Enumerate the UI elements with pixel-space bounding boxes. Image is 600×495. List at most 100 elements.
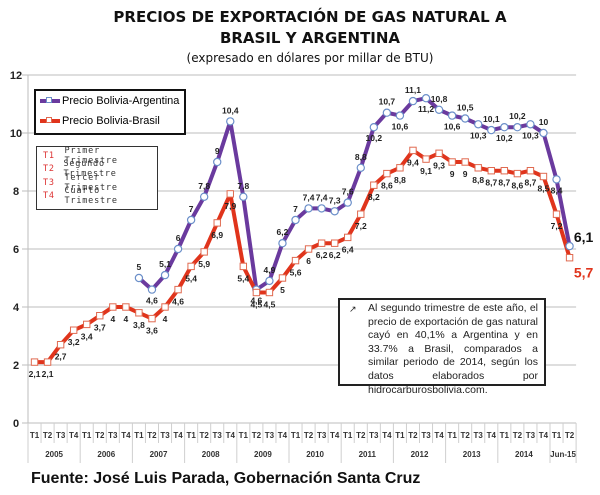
chart-subtitle: (expresado en dólares por millar de BTU) xyxy=(186,51,434,65)
data-label-brasil: 4,6 xyxy=(172,297,184,307)
x-tick-label: T3 xyxy=(108,431,118,440)
data-label-argentina: 10 xyxy=(539,117,549,127)
data-label-brasil: 5,9 xyxy=(198,259,210,269)
data-label-brasil: 5,4 xyxy=(185,273,197,283)
data-label-brasil: 3,7 xyxy=(94,323,106,333)
data-point-brasil xyxy=(291,256,300,265)
data-label-brasil: 9,3 xyxy=(433,160,445,170)
data-label-argentina: 7,8 xyxy=(198,181,210,191)
year-label: 2006 xyxy=(97,450,115,459)
data-point-brasil xyxy=(109,303,117,311)
data-label-argentina: 10,8 xyxy=(431,94,448,104)
x-tick-label: T4 xyxy=(434,431,444,440)
data-point-brasil xyxy=(56,341,65,349)
data-point-argentina xyxy=(186,215,196,225)
data-point-argentina xyxy=(369,122,379,132)
data-point-argentina xyxy=(173,244,183,254)
data-label-brasil: 4,5 xyxy=(250,300,262,310)
x-tick-label: T1 xyxy=(395,431,405,440)
data-label-brasil: 9,4 xyxy=(407,157,419,167)
legend: Precio Bolivia-Argentina Precio Bolivia-… xyxy=(34,89,186,135)
data-point-argentina xyxy=(408,96,418,106)
x-tick-label: T4 xyxy=(382,431,392,440)
data-label-argentina: 10,4 xyxy=(222,105,239,115)
data-point-brasil xyxy=(30,358,39,366)
data-label-brasil: 4 xyxy=(124,314,129,324)
data-label-brasil: 7,2 xyxy=(551,221,563,231)
data-point-brasil xyxy=(148,314,156,323)
x-tick-label: T1 xyxy=(239,431,249,440)
x-tick-label: T3 xyxy=(369,431,379,440)
data-point-argentina xyxy=(565,241,574,251)
x-tick-label: T2 xyxy=(408,431,418,440)
x-tick-label: T2 xyxy=(252,431,262,440)
quarter-code: T1 xyxy=(43,150,55,161)
data-label-brasil: 2,7 xyxy=(55,352,67,362)
data-label-brasil: 8,5 xyxy=(538,184,550,194)
data-label-argentina: 10,7 xyxy=(379,97,396,107)
x-tick-label: T4 xyxy=(487,431,497,440)
x-tick-label: T3 xyxy=(160,431,170,440)
data-point-brasil xyxy=(200,248,208,256)
x-axis: T1 T2 T3 T4 T1 T2 T3 T4 T1 T2 T3 T4 T1 T2 T3 T4 T1 T2 T3 T4… xyxy=(27,423,577,463)
data-point-argentina xyxy=(291,215,300,225)
data-point-brasil xyxy=(265,288,274,297)
data-label-brasil: 6,2 xyxy=(316,250,328,260)
quarter-legend-item: T2 Segundo Trimestre xyxy=(37,159,157,179)
data-label-argentina: 7,3 xyxy=(329,195,341,205)
data-label-argentina: 7,4 xyxy=(316,192,328,202)
data-label-argentina: 7,6 xyxy=(342,187,354,197)
year-label: 2009 xyxy=(254,450,272,459)
data-label-argentina: 7 xyxy=(293,204,298,214)
year-label: 2013 xyxy=(463,450,481,459)
x-tick-label: T4 xyxy=(121,431,131,440)
x-tick-label: T3 xyxy=(526,431,536,440)
x-tick-label: T2 xyxy=(304,431,314,440)
data-point-brasil xyxy=(330,239,339,247)
x-tick-label: T4 xyxy=(539,431,549,440)
data-label-argentina: 10,5 xyxy=(457,103,474,113)
data-point-brasil xyxy=(461,158,469,166)
data-label-argentina: 11,2 xyxy=(418,104,434,114)
year-label: 2011 xyxy=(359,450,377,459)
x-tick-label: T4 xyxy=(226,431,236,440)
data-label-argentina: 10,6 xyxy=(392,122,409,132)
data-label-brasil: 4,5 xyxy=(264,300,276,310)
data-point-brasil xyxy=(161,303,169,311)
data-point-brasil xyxy=(539,172,548,181)
series-line-argentina xyxy=(137,96,572,292)
data-point-argentina xyxy=(343,198,352,207)
year-label: 2008 xyxy=(202,450,220,459)
data-point-argentina xyxy=(317,204,326,213)
x-tick-label: T4 xyxy=(278,431,288,440)
data-label-brasil: 5,7 xyxy=(574,265,594,281)
data-label-brasil: 8,7 xyxy=(485,178,497,188)
chart-title-line-1: PRECIOS DE EXPORTACIÓN DE GAS NATURAL A xyxy=(113,8,507,26)
data-point-argentina xyxy=(395,111,405,120)
data-point-argentina xyxy=(526,120,535,129)
x-tick-label: T2 xyxy=(147,431,157,440)
y-tick-label: 0 xyxy=(13,418,19,430)
legend-label-brasil: Precio Bolivia-Brasil xyxy=(62,115,160,127)
data-label-argentina: 7,8 xyxy=(237,181,249,191)
data-point-argentina xyxy=(356,163,365,172)
source-footer: Fuente: José Luis Parada, Gobernación Sa… xyxy=(31,470,421,487)
data-label-argentina: 8,4 xyxy=(551,185,563,195)
x-tick-label: T1 xyxy=(30,431,40,440)
data-label-brasil: 8,2 xyxy=(368,192,380,202)
data-point-brasil xyxy=(435,149,443,158)
x-tick-label: T1 xyxy=(552,431,562,440)
data-point-brasil xyxy=(487,167,495,175)
x-tick-label: T1 xyxy=(186,431,196,440)
data-point-brasil xyxy=(278,274,287,282)
data-label-brasil: 9,1 xyxy=(420,166,432,176)
data-point-brasil xyxy=(370,181,378,189)
legend-swatch-argentina xyxy=(40,97,60,103)
quarter-label: Cuarto Trimestre xyxy=(64,186,118,207)
data-point-argentina xyxy=(304,204,313,213)
data-point-brasil xyxy=(383,169,391,178)
data-point-brasil xyxy=(174,285,182,294)
data-label-argentina: 5 xyxy=(137,262,142,272)
